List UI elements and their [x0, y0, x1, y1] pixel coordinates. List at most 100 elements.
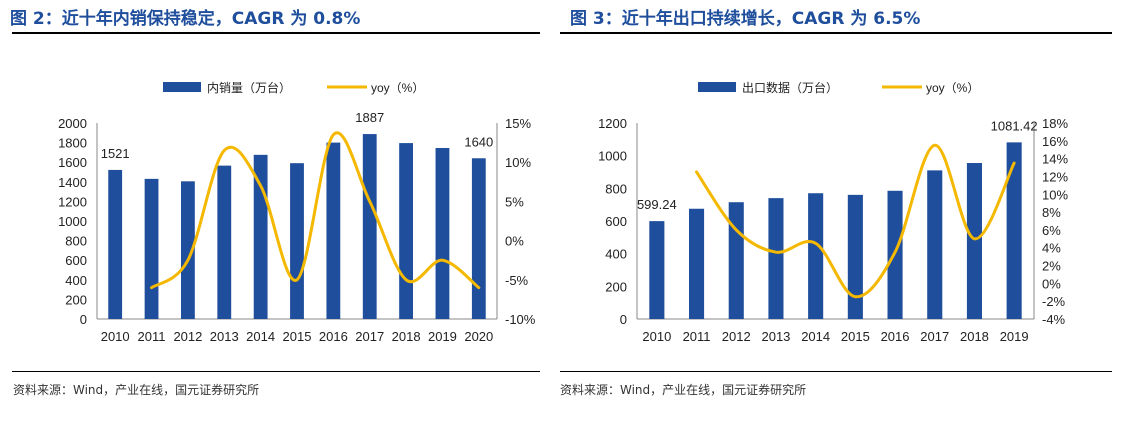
left-axis-tick-label: 600: [65, 253, 87, 268]
x-axis-tick-label: 2011: [138, 329, 166, 344]
x-axis-tick-label: 2012: [173, 329, 202, 344]
bar-data-label: 1640: [464, 134, 493, 149]
x-axis-tick-label: 2013: [761, 329, 790, 344]
x-axis-tick-label: 2015: [283, 329, 312, 344]
right-axis-tick-label: -5%: [505, 273, 529, 288]
right-axis-tick-label: 6%: [1042, 223, 1061, 238]
figure-2: 图 2：近十年内销保持稳定，CAGR 为 0.8% 内销量（万台） yoy（%） 0…: [0, 0, 560, 429]
bar: [927, 170, 943, 319]
x-axis-tick-label: 2012: [722, 329, 751, 344]
source-note: 资料来源：Wind，产业在线，国元证券研究所: [13, 383, 260, 397]
x-axis-tick-label: 2016: [319, 329, 348, 344]
right-axis-tick-label: 12%: [1042, 169, 1068, 184]
right-axis-tick-label: 0%: [1042, 276, 1061, 291]
right-axis-tick-label: 18%: [1042, 116, 1068, 131]
bar-data-label: 1081.42: [991, 118, 1038, 133]
right-axis-tick-label: -4%: [1042, 312, 1066, 327]
right-axis-tick-label: 10%: [505, 155, 531, 170]
x-axis-tick-label: 2016: [881, 329, 910, 344]
yoy-line: [695, 143, 1016, 299]
bar: [808, 193, 824, 319]
right-axis-tick-label: -10%: [505, 312, 536, 327]
bar-data-label: 1521: [101, 146, 130, 161]
x-axis-tick-label: 2010: [101, 329, 130, 344]
left-axis-tick-label: 400: [605, 247, 627, 262]
x-axis-tick-label: 2017: [920, 329, 949, 344]
left-axis-tick-label: 200: [605, 279, 627, 294]
bar: [689, 208, 705, 319]
right-axis-tick-label: -2%: [1042, 294, 1066, 309]
left-axis-tick-label: 600: [605, 214, 627, 229]
title-rule: [12, 32, 540, 34]
source-note: 资料来源：Wind，产业在线，国元证券研究所: [560, 383, 807, 397]
title-rule: [560, 32, 1112, 34]
bar: [290, 163, 304, 319]
left-axis-tick-label: 1000: [58, 214, 87, 229]
x-axis-tick-label: 2013: [210, 329, 239, 344]
right-axis-tick-label: 0%: [505, 234, 524, 249]
figure-title: 图 3：近十年出口持续增长，CAGR 为 6.5%: [570, 9, 921, 29]
bar-data-label: 1887: [355, 110, 384, 125]
bar: [728, 202, 744, 319]
legend-bar-label: 出口数据（万台）: [742, 80, 838, 95]
left-axis-tick-label: 400: [65, 273, 87, 288]
source-rule: [560, 371, 1112, 372]
bar: [966, 163, 982, 319]
left-axis-tick-label: 0: [80, 312, 87, 327]
left-axis-tick-label: 1200: [58, 194, 87, 209]
x-axis-tick-label: 2018: [960, 329, 989, 344]
x-axis-tick-label: 2017: [355, 329, 384, 344]
bar: [471, 158, 486, 319]
yoy-line: [150, 131, 481, 290]
right-axis-tick-label: 16%: [1042, 134, 1068, 149]
left-axis-tick-label: 800: [65, 234, 87, 249]
x-axis-tick-label: 2014: [801, 329, 830, 344]
left-axis-tick-label: 1000: [598, 149, 627, 164]
x-axis-tick-label: 2020: [464, 329, 493, 344]
left-axis-tick-label: 1800: [58, 136, 87, 151]
domestic-sales-chart: 内销量（万台） yoy（%） 0 200 400 600 800 1000 1200 1400 16…: [58, 80, 536, 344]
figure-title: 图 2：近十年内销保持稳定，CAGR 为 0.8%: [10, 9, 361, 29]
bar: [362, 134, 377, 319]
left-axis-tick-label: 1400: [58, 175, 87, 190]
bar: [435, 147, 450, 319]
legend-line-label: yoy（%）: [926, 81, 979, 95]
right-axis-tick-label: 14%: [1042, 152, 1068, 167]
bar: [326, 142, 341, 319]
bar-data-label: 599.24: [637, 197, 677, 212]
left-axis-tick-label: 800: [605, 181, 627, 196]
x-axis-tick-label: 2018: [392, 329, 421, 344]
figure-3: 图 3：近十年出口持续增长，CAGR 为 6.5% 出口数据（万台） yoy（%）…: [560, 0, 1141, 429]
legend-bar-swatch: [163, 82, 201, 92]
bar: [1006, 142, 1022, 319]
x-axis-tick-label: 2010: [642, 329, 671, 344]
export-chart: 出口数据（万台） yoy（%） 0 200 400 600 800 1000 1200 -4% -2…: [598, 80, 1068, 344]
bar: [217, 165, 232, 319]
x-axis-tick-label: 2014: [246, 329, 275, 344]
right-axis-tick-label: 8%: [1042, 205, 1061, 220]
right-axis-tick-label: 2%: [1042, 259, 1061, 274]
bar: [108, 169, 123, 319]
bar: [649, 221, 665, 319]
x-axis-tick-label: 2011: [683, 329, 711, 344]
left-axis-tick-label: 1200: [598, 116, 627, 131]
bar: [144, 178, 159, 319]
bar: [181, 181, 195, 319]
left-axis-tick-label: 0: [620, 312, 627, 327]
legend-line-label: yoy（%）: [371, 81, 424, 95]
source-rule: [12, 371, 540, 372]
right-axis-tick-label: 10%: [1042, 187, 1068, 202]
bar: [847, 194, 863, 319]
left-axis-tick-label: 1600: [58, 155, 87, 170]
right-axis-tick-label: 15%: [505, 116, 531, 131]
x-axis-tick-label: 2015: [841, 329, 870, 344]
legend-bar-label: 内销量（万台）: [207, 80, 291, 95]
x-axis-tick-label: 2019: [1000, 329, 1029, 344]
bar: [768, 198, 784, 319]
left-axis-tick-label: 200: [65, 292, 87, 307]
bar: [399, 143, 413, 319]
legend-bar-swatch: [698, 82, 736, 92]
right-axis-tick-label: 5%: [505, 194, 524, 209]
x-axis-tick-label: 2019: [428, 329, 457, 344]
right-axis-tick-label: 4%: [1042, 241, 1061, 256]
